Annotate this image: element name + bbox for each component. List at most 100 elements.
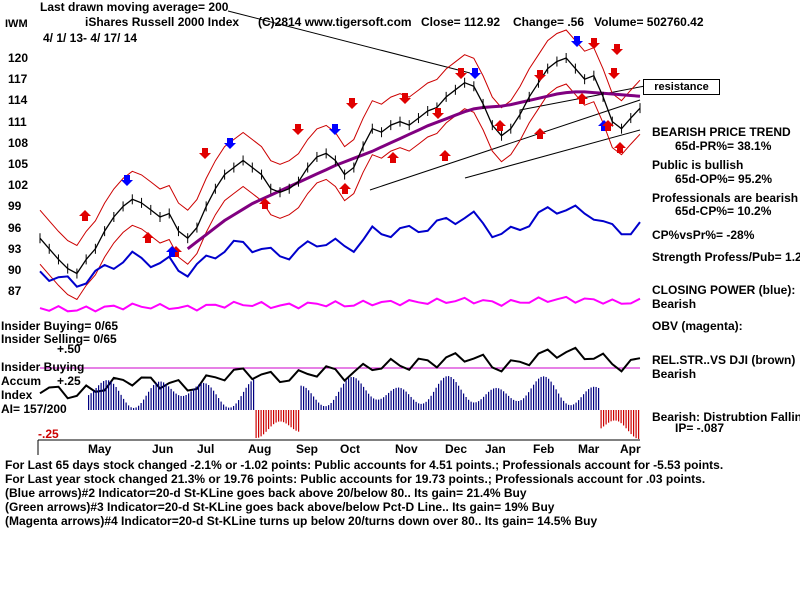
accum-bar [380,398,382,410]
accum-bar [503,391,505,410]
accum-bar [253,379,255,410]
accum-label: Accum [1,374,42,388]
signal-arrow [166,246,178,257]
accum-bar [515,400,517,410]
accum-bar [125,402,127,410]
accum-bar [290,410,292,428]
accum-bar [260,410,262,437]
accum-bar [340,387,342,410]
signal-arrow [494,120,506,131]
accum-bar [248,384,250,410]
x-tick-label: Apr [620,442,641,456]
relstr-status: Bearish [652,367,697,381]
accum-bar [453,379,455,410]
signal-arrow [571,36,583,47]
distribution-label: Bearish: Distrubtion Falling [652,410,800,424]
accum-bar [283,410,285,423]
accum-bar [128,405,130,410]
accum-bar [188,393,190,410]
accum-bar [288,410,290,426]
accum-bar [95,387,97,410]
footer-line-3: (Blue arrows)#2 Indicator=20-d St-KLine … [5,486,527,500]
bollinger-bands [39,29,641,301]
accum-bar [148,391,150,410]
accum-bar [428,399,430,410]
accum-bar [193,388,195,410]
accum-bar [570,405,572,410]
accum-bar [90,393,92,410]
accum-bar [505,393,507,410]
accum-bar [143,399,145,410]
accum-bar [425,401,427,410]
accum-bar [388,392,390,410]
accum-bar [500,389,502,410]
y-tick-label: 120 [8,51,29,65]
accum-bar [458,385,460,410]
accum-bar [285,410,287,424]
relative-strength-series [39,346,641,400]
x-tick-label: Oct [340,442,361,456]
ma-note-pointer-line [227,10,471,74]
accum-bar [165,384,167,410]
accum-bar [108,380,110,410]
accum-bar [568,404,570,410]
accum-bar [220,401,222,410]
accum-bar [460,389,462,410]
accum-bar [140,403,142,410]
relative-strength-line [39,346,641,400]
accum-bar [478,401,480,410]
accum-bar [633,410,635,437]
accum-bar [423,403,425,410]
accum-bar [115,386,117,410]
accum-bar [358,380,360,410]
accum-bar [100,382,102,410]
accum-bar [300,385,302,410]
accum-bar [583,394,585,410]
accum-bar [590,387,592,410]
accum-bar [375,399,377,410]
accum-bar [588,389,590,410]
close-value: Close= 112.92 [421,15,501,29]
accum-bar [333,399,335,410]
plus50-label: +.50 [57,342,81,356]
x-tick-label: Nov [395,442,418,456]
accum-bar [390,390,392,410]
y-tick-label: 90 [8,263,22,277]
accum-bar [268,410,270,430]
accum-bar [603,410,605,427]
closing-power-series [39,204,641,288]
accum-bar [638,410,640,439]
signal-arrow [534,70,546,81]
accum-bar [98,385,100,410]
cpvspr-value: CP%vsPr%= -28% [652,228,755,242]
y-tick-label: 93 [8,241,22,256]
accum-bar [210,387,212,410]
accum-bar [525,395,527,410]
accum-bar [623,410,625,426]
accum-bar [118,390,120,410]
ai-label: AI= 157/200 [1,402,67,416]
x-tick-label: Jul [197,442,215,456]
copyright: (C)2814 www.tigersoft.com [258,15,412,29]
accum-bar [310,393,312,410]
signal-arrow [121,175,133,186]
strength-value: Strength Profess/Pub= 1.2 [652,250,800,264]
accum-bar [495,387,497,410]
accum-bar [230,407,232,410]
accum-bar [385,395,387,410]
accum-bar [200,383,202,410]
accum-bar [610,410,612,422]
accum-bar [413,399,415,410]
accum-bar [315,399,317,410]
accum-bar [235,403,237,410]
accum-bar [195,386,197,410]
accum-bar [133,407,135,410]
accum-bar [393,388,395,410]
accum-bar [263,410,265,435]
accum-bar [475,402,477,410]
signal-arrow [608,68,620,79]
accum-bar [240,396,242,410]
plus25-label: +.25 [57,374,81,388]
accum-bar [258,410,260,438]
